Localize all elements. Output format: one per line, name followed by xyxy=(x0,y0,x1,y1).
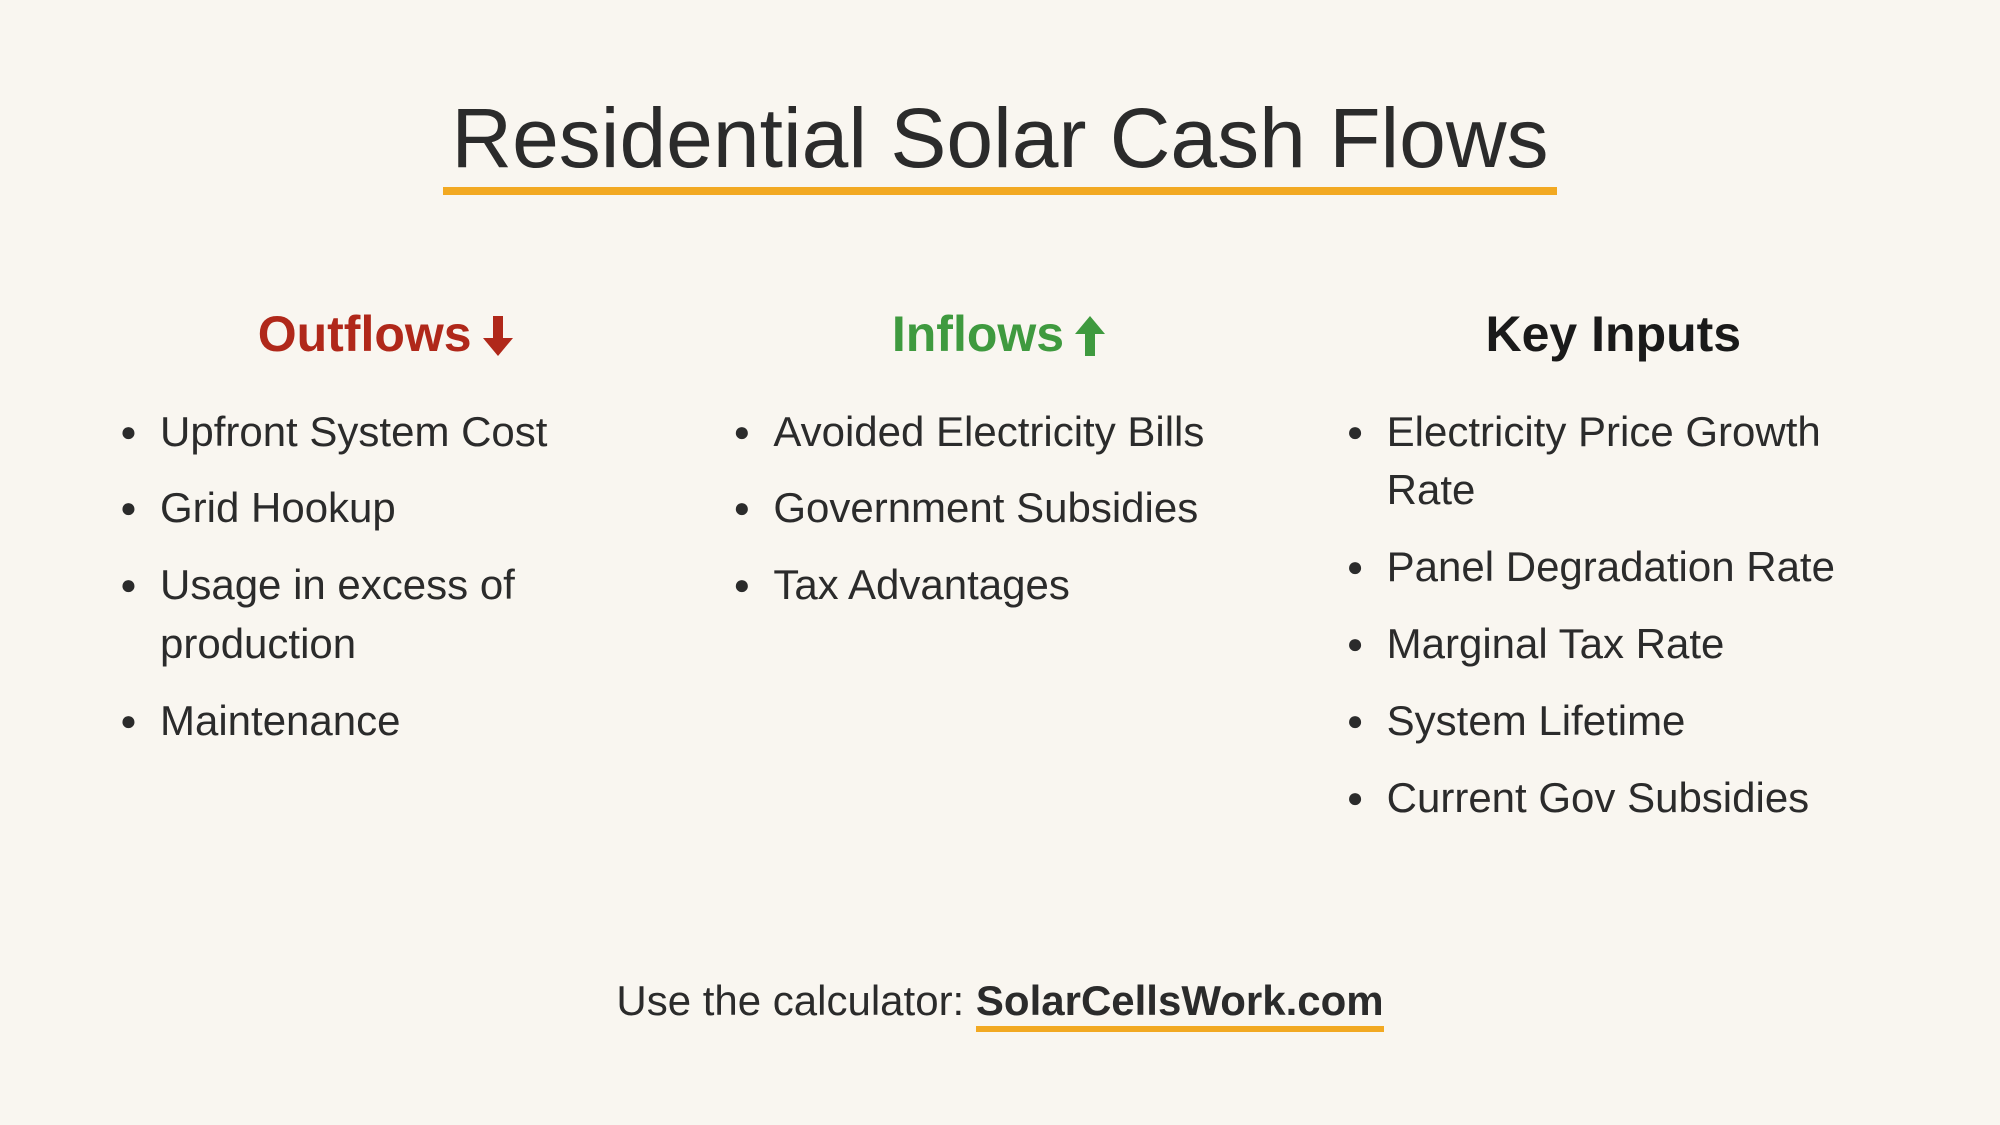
key-inputs-heading: Key Inputs xyxy=(1327,305,1900,363)
title-wrap: Residential Solar Cash Flows xyxy=(100,90,1900,195)
inflows-heading: Inflows xyxy=(713,305,1286,363)
footer-link[interactable]: SolarCellsWork.com xyxy=(976,977,1384,1032)
list-item: Avoided Electricity Bills xyxy=(733,403,1276,462)
key-inputs-heading-text: Key Inputs xyxy=(1486,305,1742,363)
slide-title: Residential Solar Cash Flows xyxy=(443,90,1556,195)
inflows-list: Avoided Electricity Bills Government Sub… xyxy=(713,403,1286,615)
list-item: Usage in excess of production xyxy=(120,556,663,674)
list-item: Government Subsidies xyxy=(733,479,1276,538)
column-outflows: Outflows Upfront System Cost Grid Hookup… xyxy=(100,305,673,937)
column-inflows: Inflows Avoided Electricity Bills Govern… xyxy=(713,305,1286,937)
list-item: Tax Advantages xyxy=(733,556,1276,615)
arrow-up-icon xyxy=(1072,312,1108,356)
list-item: Maintenance xyxy=(120,692,663,751)
list-item: Current Gov Subsidies xyxy=(1347,769,1890,828)
key-inputs-list: Electricity Price Growth Rate Panel Degr… xyxy=(1327,403,1900,828)
list-item: Upfront System Cost xyxy=(120,403,663,462)
outflows-heading: Outflows xyxy=(100,305,673,363)
list-item: Marginal Tax Rate xyxy=(1347,615,1890,674)
slide: Residential Solar Cash Flows Outflows Up… xyxy=(0,0,2000,1125)
arrow-down-icon xyxy=(480,312,516,356)
column-key-inputs: Key Inputs Electricity Price Growth Rate… xyxy=(1327,305,1900,937)
footer-prefix: Use the calculator: xyxy=(616,977,976,1024)
list-item: Electricity Price Growth Rate xyxy=(1347,403,1890,521)
columns: Outflows Upfront System Cost Grid Hookup… xyxy=(100,305,1900,937)
outflows-list: Upfront System Cost Grid Hookup Usage in… xyxy=(100,403,673,751)
list-item: Panel Degradation Rate xyxy=(1347,538,1890,597)
outflows-heading-text: Outflows xyxy=(258,305,472,363)
footer: Use the calculator: SolarCellsWork.com xyxy=(100,977,1900,1025)
inflows-heading-text: Inflows xyxy=(892,305,1064,363)
list-item: System Lifetime xyxy=(1347,692,1890,751)
list-item: Grid Hookup xyxy=(120,479,663,538)
